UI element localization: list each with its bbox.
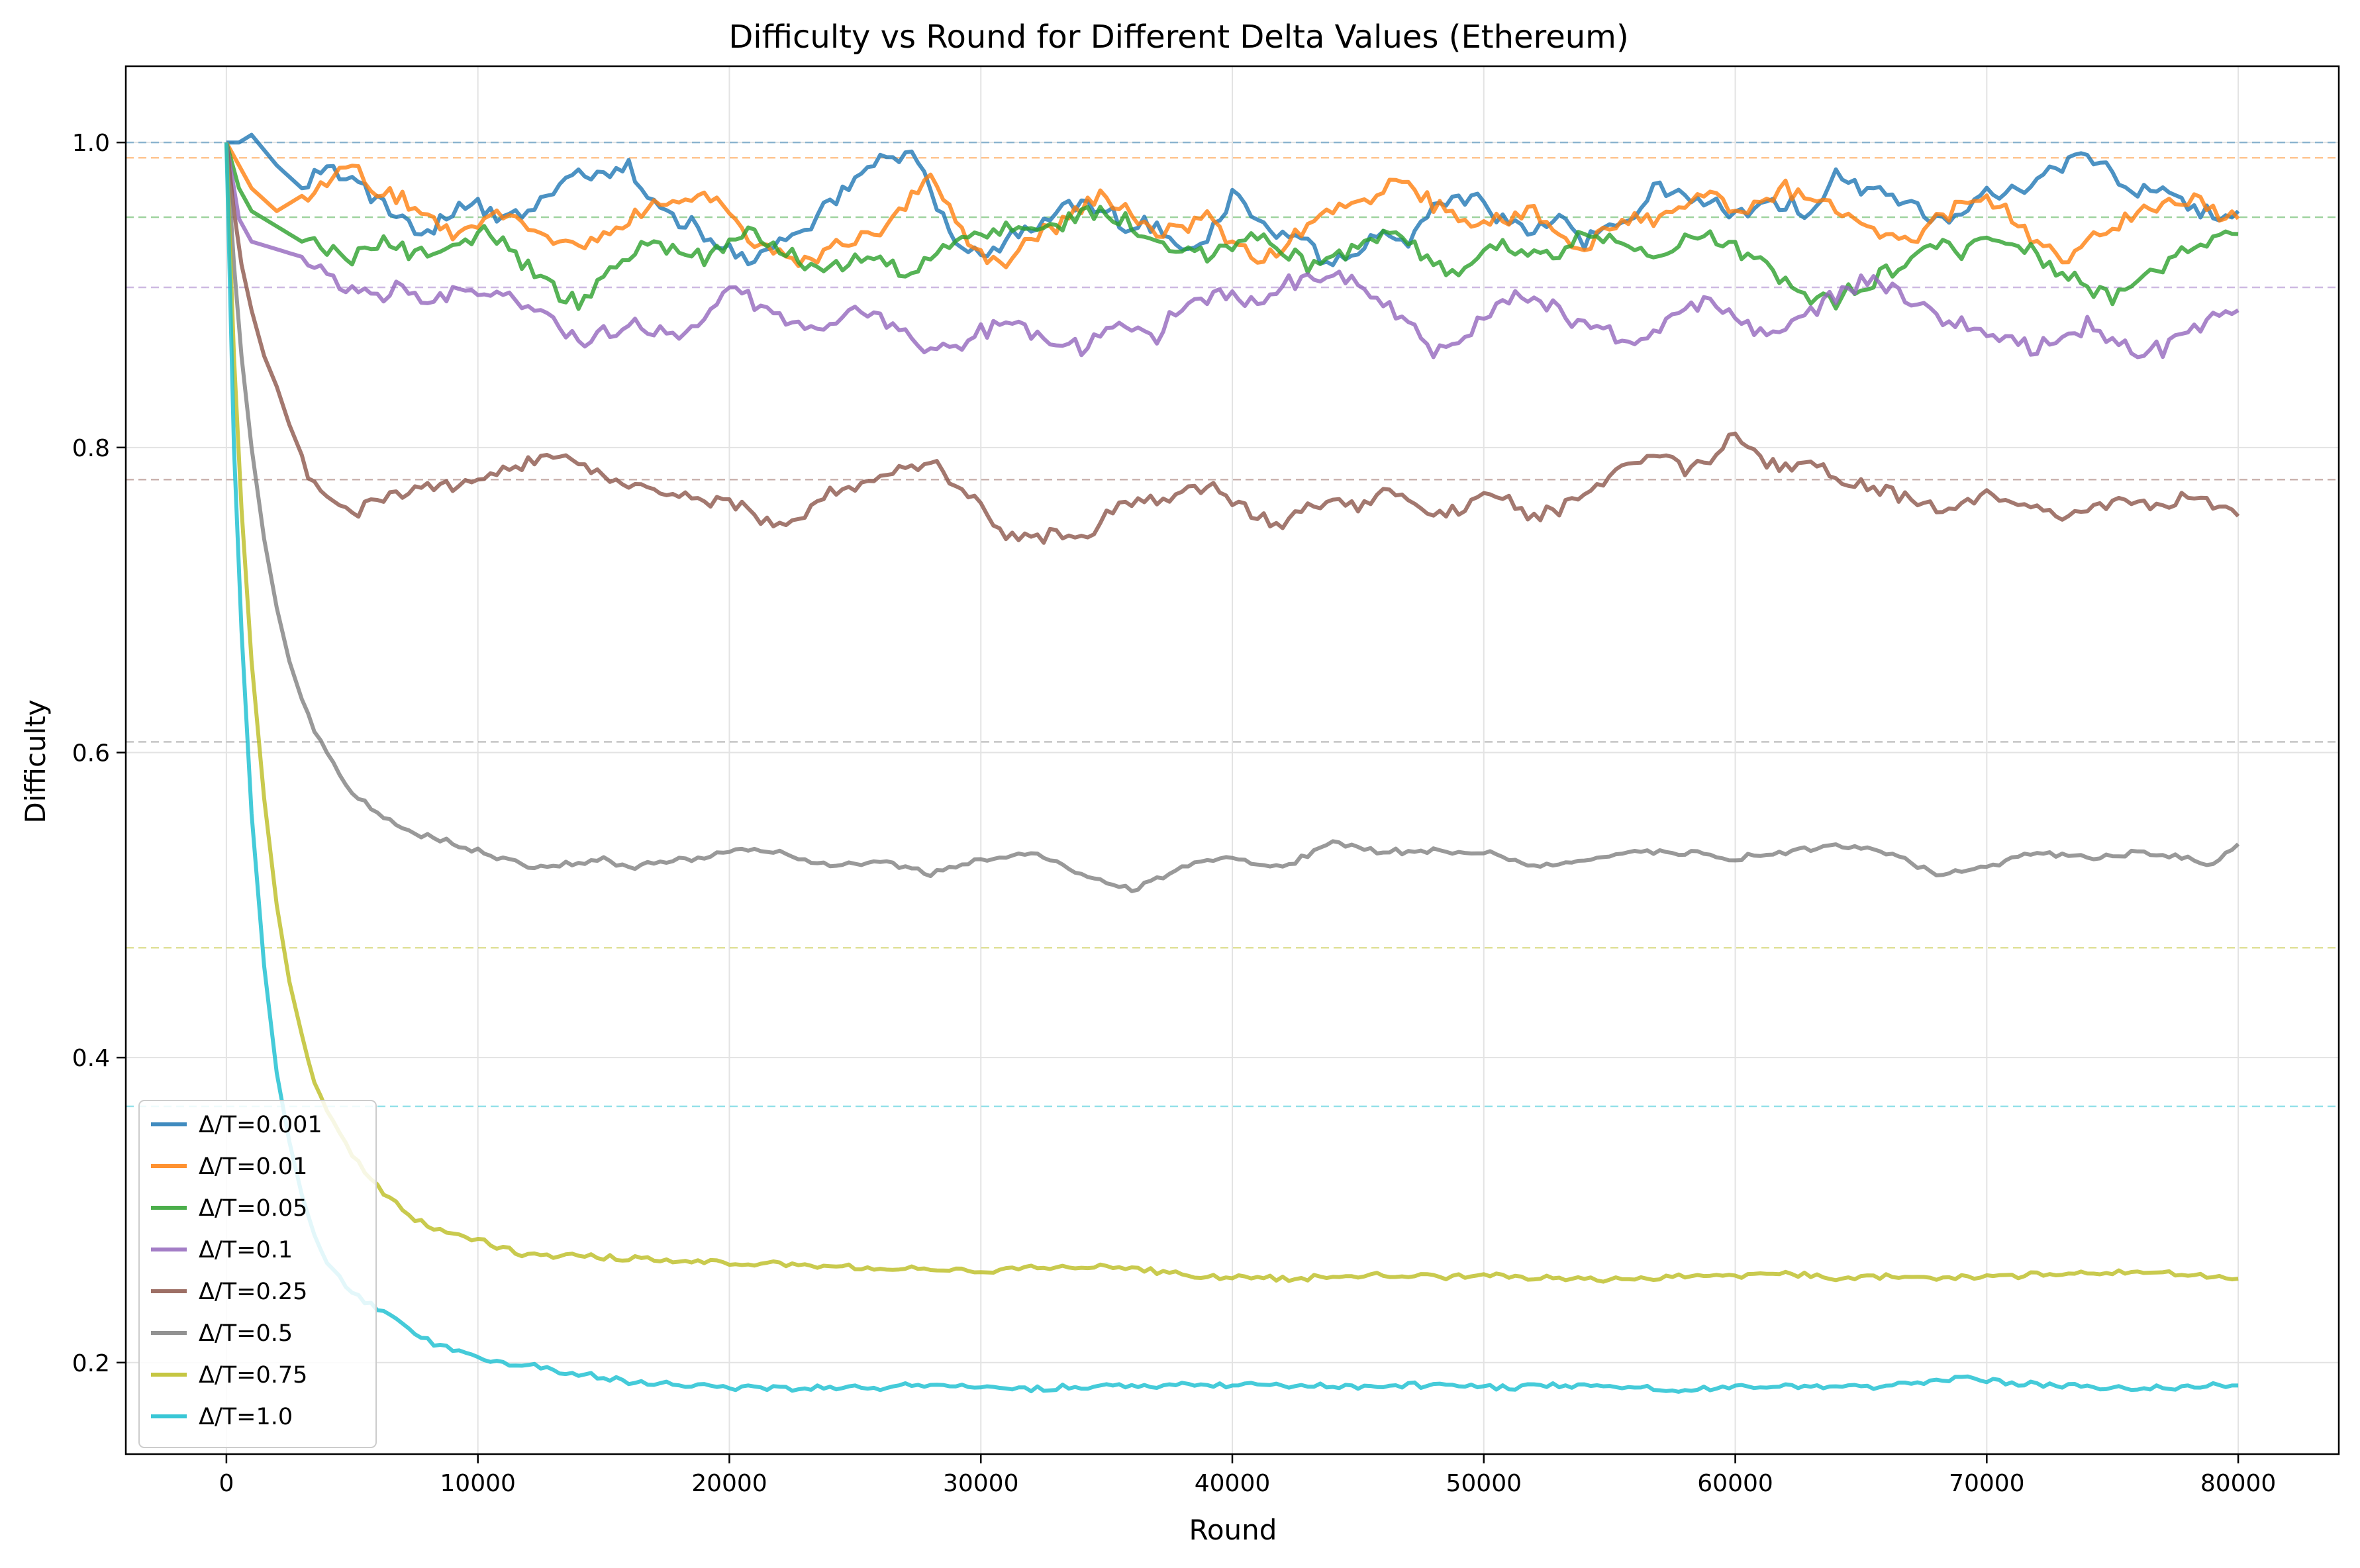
legend: Δ/T=0.001 Δ/T=0.01 Δ/T=0.05 Δ/T=0.1 Δ/T=0.25… xyxy=(138,1100,377,1448)
y-tick-label: 1.0 xyxy=(72,130,110,157)
legend-label: Δ/T=0.25 xyxy=(199,1279,307,1305)
x-tick-label: 20000 xyxy=(691,1470,767,1497)
x-tick-label: 10000 xyxy=(440,1470,516,1497)
grid-lines xyxy=(126,66,2339,1454)
legend-label: Δ/T=0.1 xyxy=(199,1237,293,1263)
x-tick-label: 80000 xyxy=(2200,1470,2277,1497)
series-line xyxy=(224,142,2240,545)
series-line xyxy=(224,142,2239,1284)
series-line xyxy=(224,142,2239,311)
legend-box xyxy=(138,1100,377,1448)
x-tick-label: 40000 xyxy=(1195,1470,1271,1497)
y-tick-label: 0.2 xyxy=(72,1350,110,1377)
y-tick-label: 0.4 xyxy=(72,1045,110,1072)
y-tick-label: 0.6 xyxy=(72,740,110,767)
legend-label: Δ/T=0.75 xyxy=(199,1362,307,1389)
series-line xyxy=(224,142,2240,893)
y-tick-label: 0.8 xyxy=(72,435,110,462)
chart-title: Difficulty vs Round for Different Delta … xyxy=(728,19,1628,56)
x-axis-ticks: 0 10000 20000 30000 40000 50000 60000 70000 8000… xyxy=(219,1454,2276,1497)
reference-lines xyxy=(126,141,2339,1108)
legend-label: Δ/T=0.01 xyxy=(199,1153,307,1180)
legend-label: Δ/T=0.001 xyxy=(199,1112,322,1138)
legend-label: Δ/T=1.0 xyxy=(199,1404,293,1430)
series-line xyxy=(224,141,2240,270)
series-lines xyxy=(224,132,2240,1394)
x-tick-label: 50000 xyxy=(1446,1470,1522,1497)
x-tick-label: 0 xyxy=(219,1470,234,1497)
series-line xyxy=(224,142,2239,1394)
y-axis-ticks: 0.2 0.4 0.6 0.8 1.0 xyxy=(72,130,126,1377)
x-tick-label: 70000 xyxy=(1949,1470,2025,1497)
legend-label: Δ/T=0.5 xyxy=(199,1320,293,1347)
x-tick-label: 30000 xyxy=(943,1470,1019,1497)
series-line xyxy=(224,142,2239,360)
x-tick-label: 60000 xyxy=(1697,1470,1773,1497)
series-line xyxy=(226,132,2240,268)
y-axis-label: Difficulty xyxy=(19,699,52,823)
x-axis-label: Round xyxy=(1189,1514,1277,1546)
legend-label: Δ/T=0.05 xyxy=(199,1195,307,1222)
